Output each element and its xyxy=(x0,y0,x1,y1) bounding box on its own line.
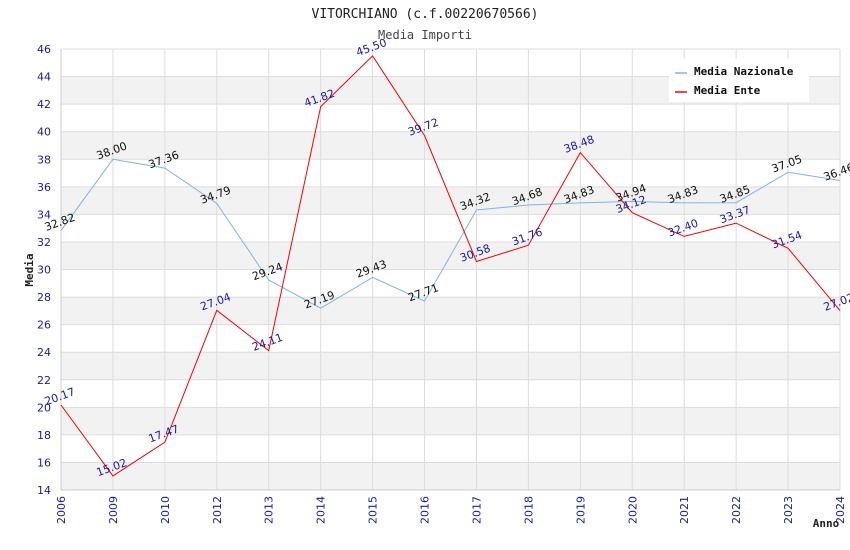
data-label-ente: 24.11 xyxy=(251,331,285,354)
y-tick-label: 22 xyxy=(37,374,51,387)
y-tick-label: 36 xyxy=(37,181,51,194)
x-tick-label: 2013 xyxy=(263,496,276,524)
x-tick-label: 2022 xyxy=(730,496,743,524)
grid-band xyxy=(61,352,840,380)
series-line-nazionale xyxy=(60,158,841,309)
y-axis-ticks: 14 16 18 20 22 24 26 28 30 32 34 36 38 40 42 44 46 xyxy=(37,43,51,497)
x-tick-label: 2010 xyxy=(159,496,172,524)
y-tick-label: 32 xyxy=(37,236,51,249)
chart-subtitle: Media Importi xyxy=(378,28,472,42)
x-tick-label: 2018 xyxy=(522,496,535,524)
grid-band xyxy=(61,407,840,435)
legend-box xyxy=(669,59,809,102)
y-tick-label: 40 xyxy=(37,126,51,139)
y-tick-label: 24 xyxy=(37,346,51,359)
y-tick-label: 18 xyxy=(37,429,51,442)
series-group xyxy=(60,55,841,477)
x-tick-label: 2016 xyxy=(419,496,432,524)
y-tick-label: 34 xyxy=(37,208,51,221)
data-label-ente: 45.50 xyxy=(354,36,388,59)
data-label-ente: 20.17 xyxy=(43,385,77,408)
x-tick-label: 2024 xyxy=(834,496,847,524)
y-tick-label: 44 xyxy=(37,71,51,84)
y-axis-label: Media xyxy=(23,253,36,286)
chart-title: VITORCHIANO (c.f.00220670566) xyxy=(312,7,539,22)
grid-band xyxy=(61,462,840,490)
y-tick-label: 42 xyxy=(37,98,51,111)
y-tick-label: 26 xyxy=(37,319,51,332)
y-tick-label: 16 xyxy=(37,456,51,469)
legend-label-ente: Media Ente xyxy=(694,84,761,97)
y-tick-label: 38 xyxy=(37,153,51,166)
grid-lines xyxy=(60,48,841,491)
legend: Media Nazionale Media Ente xyxy=(669,59,809,102)
legend-label-nazionale: Media Nazionale xyxy=(694,65,794,78)
y-tick-label: 14 xyxy=(37,484,51,497)
x-axis-label: Anno xyxy=(813,517,840,530)
x-tick-label: 2006 xyxy=(55,496,68,524)
grid-band xyxy=(61,131,840,160)
x-tick-label: 2009 xyxy=(107,496,120,524)
grid-band xyxy=(61,297,840,325)
y-tick-label: 20 xyxy=(37,401,51,414)
series-line-ente xyxy=(60,55,841,477)
y-tick-label: 46 xyxy=(37,43,51,56)
x-tick-label: 2019 xyxy=(574,496,587,524)
grid-band xyxy=(61,186,840,215)
x-tick-label: 2012 xyxy=(211,496,224,524)
x-tick-label: 2017 xyxy=(470,496,483,524)
x-tick-label: 2014 xyxy=(315,496,328,524)
x-tick-label: 2020 xyxy=(626,496,639,524)
y-tick-label: 30 xyxy=(37,264,51,277)
x-tick-label: 2023 xyxy=(782,496,795,524)
x-axis-ticks: 2006 2009 2010 2012 2013 2014 2015 2016 2017 2018… xyxy=(55,496,847,524)
y-tick-label: 28 xyxy=(37,291,51,304)
x-tick-label: 2015 xyxy=(367,496,380,524)
x-tick-label: 2021 xyxy=(678,496,691,524)
